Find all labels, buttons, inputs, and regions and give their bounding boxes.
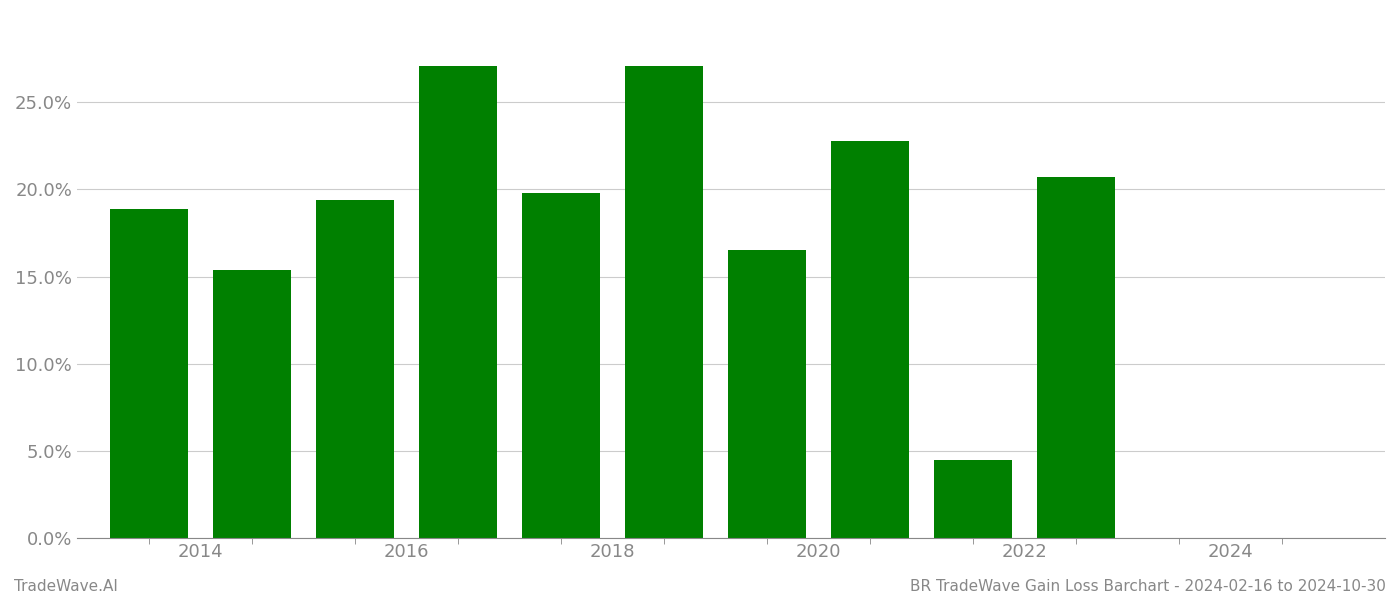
Bar [728,250,805,538]
Bar [420,65,497,538]
Bar [316,200,393,538]
Bar [111,209,188,538]
Bar [1037,177,1114,538]
Bar [934,460,1012,538]
Bar [213,269,291,538]
Text: TradeWave.AI: TradeWave.AI [14,579,118,594]
Bar [626,65,703,538]
Bar [832,140,909,538]
Text: BR TradeWave Gain Loss Barchart - 2024-02-16 to 2024-10-30: BR TradeWave Gain Loss Barchart - 2024-0… [910,579,1386,594]
Bar [522,193,599,538]
